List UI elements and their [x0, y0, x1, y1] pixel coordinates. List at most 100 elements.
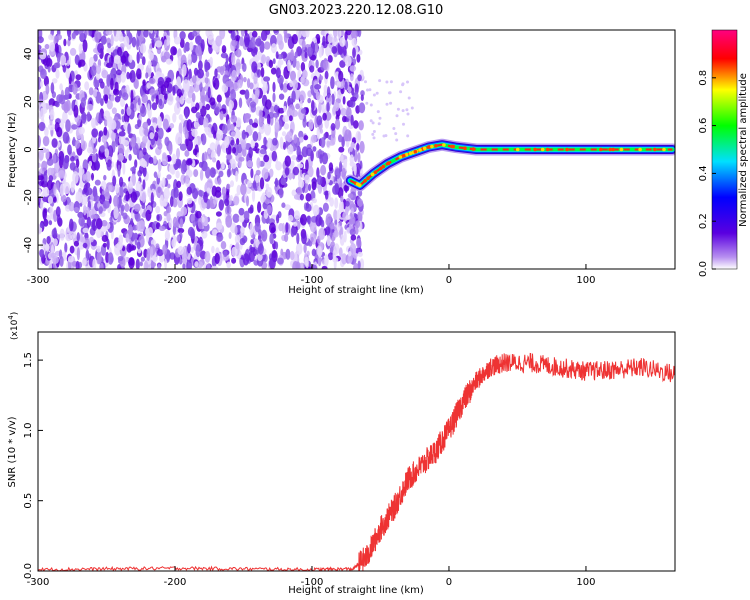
- heatmap-cell: [95, 160, 100, 171]
- heatmap-cell: [251, 61, 258, 73]
- heatmap-cell: [58, 94, 66, 105]
- heatmap-cell: [176, 234, 181, 242]
- heatmap-cell: [73, 240, 79, 247]
- heatmap-cell: [318, 102, 322, 114]
- heatmap-cell: [307, 97, 312, 104]
- heatmap-cell: [172, 198, 178, 208]
- heatmap-cell: [258, 115, 264, 128]
- heatmap-cell: [241, 139, 247, 150]
- heatmap-cell: [78, 43, 83, 54]
- heatmap-cell: [50, 30, 55, 36]
- heatmap-cell: [203, 117, 209, 129]
- heatmap-cell: [118, 131, 126, 137]
- heatmap-cell: [107, 42, 112, 49]
- heatmap-cell: [233, 195, 240, 206]
- heatmap-cell: [306, 46, 313, 58]
- heatmap-cell: [277, 59, 282, 70]
- heatmap-cell: [147, 186, 151, 198]
- heatmap-cell: [38, 58, 41, 67]
- heatmap-cell: [261, 167, 269, 180]
- heatmap-noise-layer: [38, 30, 414, 269]
- heatmap-cell: [298, 179, 305, 189]
- heatmap-x-axis: -300 -200 -100 0 100: [27, 264, 596, 286]
- heatmap-cell: [316, 115, 323, 126]
- heatmap-cell: [325, 213, 332, 224]
- heatmap-cell: [371, 132, 375, 136]
- heatmap-cell: [330, 123, 336, 131]
- heatmap-cell: [343, 45, 347, 56]
- heatmap-cell: [226, 261, 231, 268]
- heatmap-cell: [45, 84, 50, 95]
- heatmap-cell: [88, 160, 93, 167]
- heatmap-cell: [314, 84, 322, 90]
- signal-hotspot: [386, 161, 391, 166]
- heatmap-cell: [118, 89, 122, 99]
- heatmap-cell: [322, 112, 327, 121]
- heatmap-cell: [406, 80, 409, 84]
- heatmap-cell: [130, 166, 137, 172]
- heatmap-cell: [117, 255, 124, 262]
- heatmap-cell: [40, 199, 44, 211]
- heatmap-cell: [62, 251, 67, 262]
- heatmap-cell: [337, 187, 344, 199]
- heatmap-cell: [211, 265, 219, 269]
- heatmap-cell: [103, 126, 108, 137]
- heatmap-cell: [346, 106, 352, 119]
- heatmap-cell: [327, 33, 334, 44]
- signal-hotspot: [565, 147, 569, 152]
- heatmap-cell: [358, 120, 364, 131]
- heatmap-cell: [101, 69, 109, 79]
- heatmap-cell: [163, 39, 168, 49]
- colorbar-tick-label: 0.4: [698, 165, 709, 181]
- heatmap-cell: [195, 35, 202, 45]
- heatmap-cell: [230, 115, 238, 123]
- heatmap-cell: [357, 260, 361, 269]
- heatmap-cell: [101, 180, 107, 190]
- heatmap-cell: [230, 180, 234, 188]
- heatmap-cell: [270, 43, 277, 54]
- heatmap-cell: [231, 30, 236, 41]
- heatmap-cell: [349, 154, 354, 164]
- snr-x-label: Height of straight line (km): [288, 585, 424, 596]
- heatmap-cell: [280, 83, 284, 91]
- heatmap-cell: [338, 70, 344, 82]
- heatmap-cell: [100, 226, 108, 233]
- heatmap-cell: [300, 108, 307, 114]
- heatmap-cell: [54, 161, 60, 174]
- heatmap-cell: [130, 137, 136, 148]
- heatmap-cell: [149, 132, 155, 140]
- signal-hotspot: [401, 153, 406, 158]
- heatmap-cell: [123, 35, 130, 47]
- signal-hotspot: [471, 147, 476, 151]
- heatmap-cell: [111, 107, 117, 115]
- heatmap-cell: [120, 108, 125, 115]
- heatmap-cell: [50, 167, 55, 175]
- heatmap-cell: [81, 258, 87, 267]
- heatmap-cell: [366, 88, 369, 92]
- heatmap-cell: [209, 202, 215, 210]
- heatmap-cell: [64, 242, 68, 253]
- heatmap-cell: [323, 133, 327, 140]
- heatmap-cell: [302, 69, 308, 79]
- heatmap-cell: [368, 88, 372, 92]
- heatmap-cell: [236, 184, 242, 196]
- heatmap-cell: [93, 54, 98, 62]
- heatmap-cell: [224, 198, 230, 207]
- snr-frame: [37, 331, 676, 572]
- heatmap-cell: [120, 205, 124, 216]
- heatmap-cell: [236, 143, 243, 154]
- heatmap-cell: [315, 59, 319, 69]
- x-tick-label: 0: [446, 275, 452, 286]
- heatmap-cell: [303, 243, 307, 254]
- heatmap-cell: [80, 133, 84, 146]
- heatmap-cell: [294, 88, 301, 100]
- heatmap-cell: [211, 245, 215, 254]
- heatmap-cell: [351, 37, 357, 47]
- heatmap-cell: [164, 258, 168, 269]
- heatmap-cell: [357, 198, 364, 207]
- heatmap-cell: [156, 214, 160, 221]
- heatmap-cell: [108, 56, 112, 67]
- heatmap-cell: [333, 30, 338, 38]
- signal-hotspot: [638, 147, 642, 152]
- heatmap-cell: [172, 216, 178, 228]
